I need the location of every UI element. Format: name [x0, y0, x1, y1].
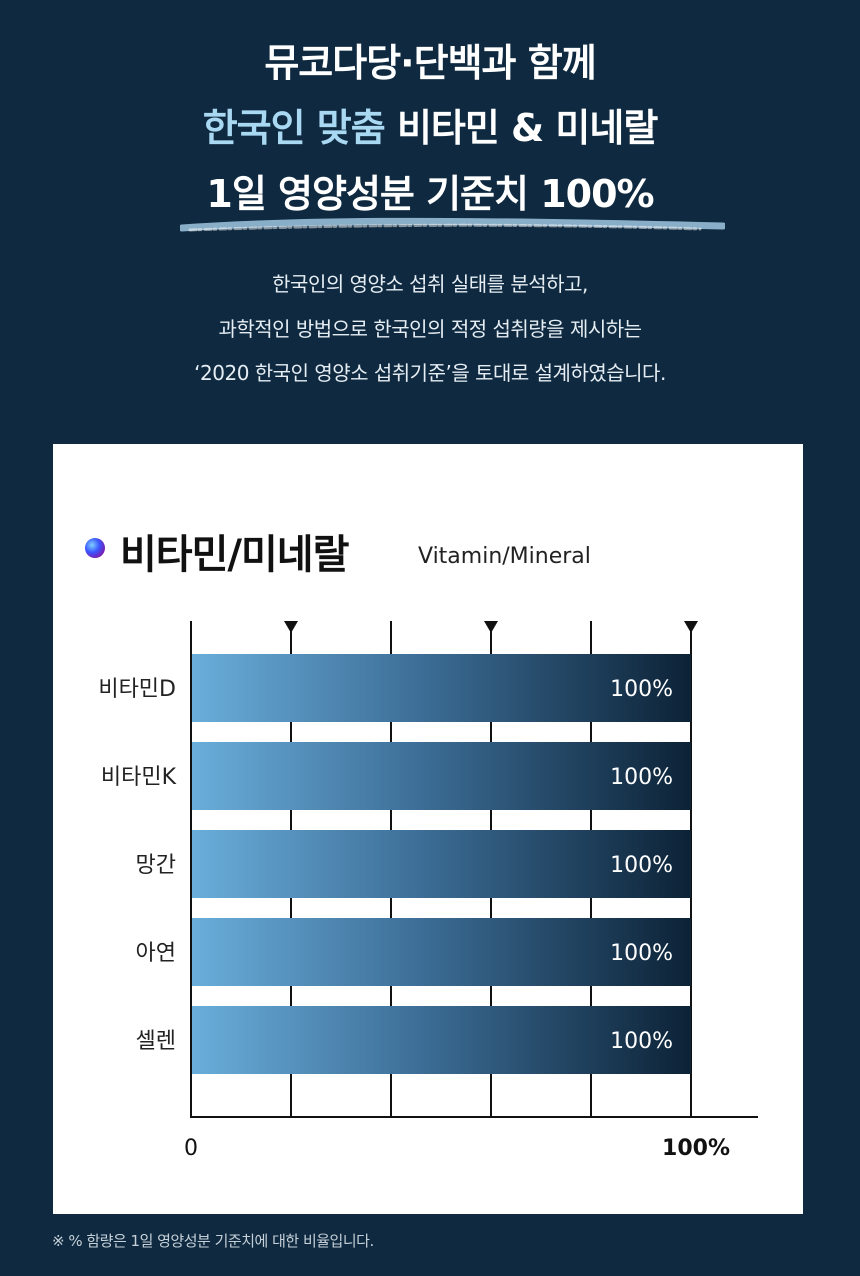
bar — [191, 742, 691, 810]
intro-line-1: 한국인의 영양소 섭취 실태를 분석하고, — [272, 272, 588, 296]
value-label: 100% — [610, 677, 673, 702]
headline-line-2-rest: 비타민 & 미네랄 — [384, 106, 658, 150]
bar — [191, 918, 691, 986]
value-label: 100% — [610, 1029, 673, 1054]
headline-line-2: 한국인 맞춤 비타민 & 미네랄 — [0, 97, 860, 152]
marker-triangle-icon — [284, 621, 298, 633]
chart-title: 비타민/미네랄 — [120, 532, 349, 578]
category-label: 비타민D — [98, 677, 176, 702]
category-label: 비타민K — [101, 765, 177, 790]
chart-card: 비타민/미네랄 Vitamin/Mineral 비타민D 100% 비타민K 100%… — [53, 444, 803, 1214]
intro-line-3: ‘2020 한국인 영양소 섭취기준’을 토대로 설계하였습니다. — [194, 361, 666, 385]
tick-label-max: 100% — [662, 1136, 730, 1161]
chalk-underline — [180, 217, 725, 232]
category-label: 망간 — [136, 853, 176, 878]
value-label: 100% — [610, 853, 673, 878]
bar — [191, 654, 691, 722]
bar — [191, 830, 691, 898]
footnote: ※ % 함량은 1일 영양성분 기준치에 대한 비율입니다. — [52, 1232, 374, 1250]
intro-line-2: 과학적인 방법으로 한국인의 적정 섭취량을 제시하는 — [218, 317, 642, 341]
value-label: 100% — [610, 941, 673, 966]
headline-line-1: 뮤코다당·단백과 함께 — [264, 41, 596, 85]
bar-chart: 비타민D 100% 비타민K 100% 망간 100% 아연 100% 셀렌 100% 0 100% — [98, 621, 758, 1161]
headline-accent: 한국인 맞춤 — [202, 106, 386, 150]
chart-subtitle: Vitamin/Mineral — [418, 544, 591, 569]
headline-line-3: 1일 영양성분 기준치 100% — [206, 172, 654, 216]
category-label: 셀렌 — [136, 1029, 176, 1054]
marker-triangle-icon — [484, 621, 498, 633]
tick-label-min: 0 — [184, 1136, 198, 1161]
value-label: 100% — [610, 765, 673, 790]
gradient-bullet-icon — [85, 538, 105, 558]
category-label: 아연 — [136, 941, 176, 966]
bar — [191, 1006, 691, 1074]
marker-triangle-icon — [684, 621, 698, 633]
